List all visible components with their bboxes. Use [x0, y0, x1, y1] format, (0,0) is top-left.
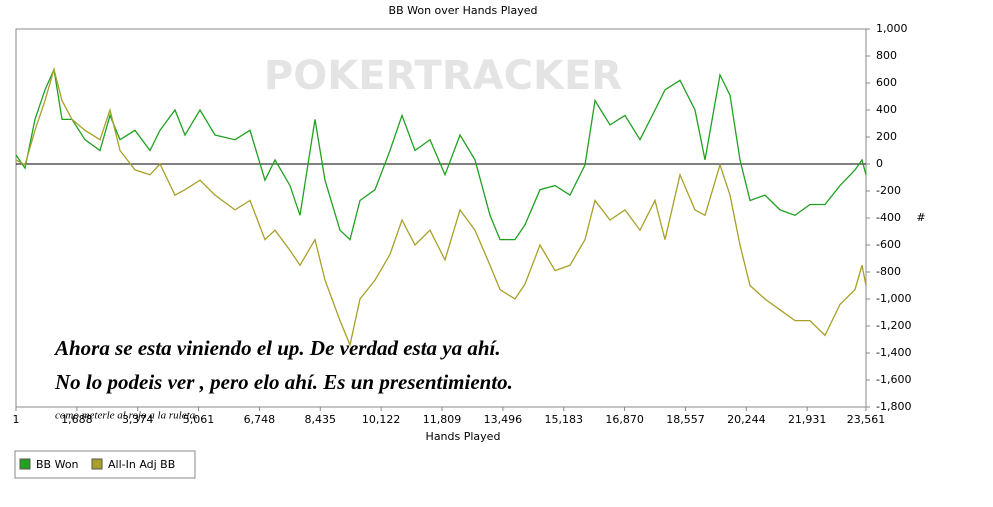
y-tick-label: 200 — [876, 130, 897, 143]
watermark: POKERTRACKER — [264, 53, 622, 99]
x-tick-label: 15,183 — [544, 413, 583, 426]
legend-swatch — [91, 458, 103, 470]
x-tick-label: 1 — [13, 413, 20, 426]
y-tick-label: -1,200 — [876, 319, 911, 332]
x-tick-label: 5,061 — [183, 413, 215, 426]
x-tick-label: 16,870 — [605, 413, 644, 426]
y-tick-label: -1,400 — [876, 346, 911, 359]
y-tick-label: 0 — [876, 157, 883, 170]
x-tick-label: 10,122 — [362, 413, 401, 426]
x-tick-label: 13,496 — [484, 413, 523, 426]
annotation: como meterle al rojo a la ruleta. — [55, 410, 198, 422]
y-tick-label: -200 — [876, 184, 901, 197]
x-tick-label: 6,748 — [244, 413, 276, 426]
x-tick-label: 18,557 — [666, 413, 705, 426]
legend-label: BB Won — [36, 458, 79, 471]
y-tick-label: 1,000 — [876, 22, 908, 35]
y-tick-label: 600 — [876, 76, 897, 89]
y-tick-label: 400 — [876, 103, 897, 116]
legend-label: All-In Adj BB — [108, 458, 175, 471]
legend-swatch — [19, 458, 31, 470]
annotation: Ahora se esta viniendo el up. De verdad … — [53, 336, 501, 360]
series-line — [15, 67, 867, 241]
x-tick-label: 8,435 — [305, 413, 337, 426]
legend — [14, 450, 196, 479]
x-tick-label: 3,374 — [122, 413, 154, 426]
y-tick-label: -400 — [876, 211, 901, 224]
y-tick-label: 800 — [876, 49, 897, 62]
y-tick-label: -1,800 — [876, 400, 911, 413]
y-tick-label: -1,600 — [876, 373, 911, 386]
y-axis-label: # — [916, 211, 925, 224]
y-tick-label: -800 — [876, 265, 901, 278]
x-tick-label: 1,688 — [61, 413, 93, 426]
x-axis-label: Hands Played — [426, 430, 501, 443]
annotation: No lo podeis ver , pero elo ahí. Es un p… — [54, 370, 513, 394]
y-tick-label: -1,000 — [876, 292, 911, 305]
x-tick-label: 21,931 — [788, 413, 827, 426]
x-tick-label: 11,809 — [423, 413, 462, 426]
x-tick-label: 20,244 — [727, 413, 766, 426]
y-tick-label: -600 — [876, 238, 901, 251]
chart-title: BB Won over Hands Played — [389, 4, 538, 17]
series-line — [15, 67, 867, 348]
x-tick-label: 23,561 — [847, 413, 886, 426]
